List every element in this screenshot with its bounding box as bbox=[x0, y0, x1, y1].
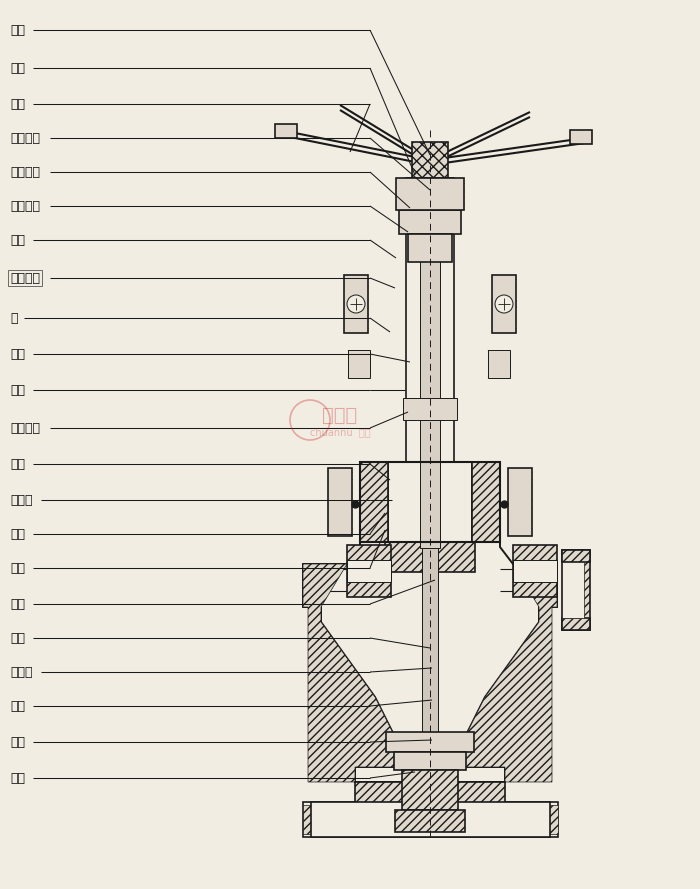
Polygon shape bbox=[303, 542, 557, 782]
Text: 川閥門: 川閥門 bbox=[323, 405, 358, 425]
Bar bbox=[388, 462, 472, 542]
Text: 閥蓋: 閥蓋 bbox=[10, 458, 25, 470]
Bar bbox=[344, 275, 368, 333]
Circle shape bbox=[347, 295, 365, 313]
Bar bbox=[386, 732, 474, 752]
Text: 螺母: 螺母 bbox=[10, 234, 25, 246]
Text: 螺柱: 螺柱 bbox=[10, 562, 25, 574]
Bar bbox=[562, 550, 590, 562]
Bar bbox=[396, 178, 464, 210]
Text: 閥瓣: 閥瓣 bbox=[10, 700, 25, 712]
Text: 閥杆螺母: 閥杆螺母 bbox=[10, 132, 40, 145]
Bar bbox=[403, 398, 457, 420]
Bar bbox=[394, 752, 466, 770]
Bar bbox=[385, 542, 475, 572]
Bar bbox=[355, 782, 505, 804]
Bar bbox=[488, 350, 510, 378]
Text: 填料壓蓋: 填料壓蓋 bbox=[10, 165, 40, 179]
Bar bbox=[562, 618, 590, 630]
Text: 對開環: 對開環 bbox=[10, 666, 32, 678]
Circle shape bbox=[495, 295, 513, 313]
Text: 螺塞: 螺塞 bbox=[10, 348, 25, 361]
Text: 密封環: 密封環 bbox=[10, 493, 32, 507]
Text: 填料壓套: 填料壓套 bbox=[10, 199, 40, 212]
Bar bbox=[513, 560, 557, 582]
Text: 上密封座: 上密封座 bbox=[10, 421, 40, 435]
Bar bbox=[275, 124, 297, 138]
Bar bbox=[360, 462, 388, 542]
Bar bbox=[412, 142, 448, 178]
Bar bbox=[399, 210, 461, 234]
Bar bbox=[303, 802, 558, 837]
Bar bbox=[303, 805, 558, 834]
Text: 銷: 銷 bbox=[10, 311, 18, 324]
Bar bbox=[422, 548, 438, 752]
Bar bbox=[420, 178, 440, 548]
Bar bbox=[406, 178, 454, 548]
Text: 閥體: 閥體 bbox=[10, 772, 25, 784]
Bar bbox=[402, 770, 458, 810]
Bar bbox=[328, 468, 352, 536]
Bar bbox=[347, 560, 391, 582]
Text: chuannu  阀门: chuannu 阀门 bbox=[309, 427, 370, 437]
Text: 閥座: 閥座 bbox=[10, 735, 25, 749]
Bar bbox=[513, 545, 557, 597]
Bar bbox=[311, 802, 550, 837]
Bar bbox=[408, 234, 452, 262]
Bar bbox=[562, 550, 590, 630]
Text: 螺母: 螺母 bbox=[10, 23, 25, 36]
Bar bbox=[570, 130, 592, 144]
Polygon shape bbox=[303, 564, 395, 782]
Bar bbox=[348, 350, 370, 378]
Text: 活節螺栓: 活節螺栓 bbox=[10, 271, 40, 284]
Bar bbox=[347, 545, 391, 597]
Bar bbox=[492, 275, 516, 333]
Bar bbox=[360, 462, 500, 542]
Text: 填料: 填料 bbox=[10, 383, 25, 396]
Bar bbox=[395, 810, 465, 832]
Bar bbox=[562, 562, 584, 618]
Text: 手輪: 手輪 bbox=[10, 98, 25, 110]
Text: 螺母: 螺母 bbox=[10, 527, 25, 541]
Bar bbox=[508, 468, 532, 536]
Text: 壓蓋: 壓蓋 bbox=[10, 631, 25, 645]
Text: 閥杆: 閥杆 bbox=[10, 597, 25, 611]
Bar bbox=[472, 462, 500, 542]
Polygon shape bbox=[465, 564, 557, 782]
Text: 墊片: 墊片 bbox=[10, 61, 25, 75]
